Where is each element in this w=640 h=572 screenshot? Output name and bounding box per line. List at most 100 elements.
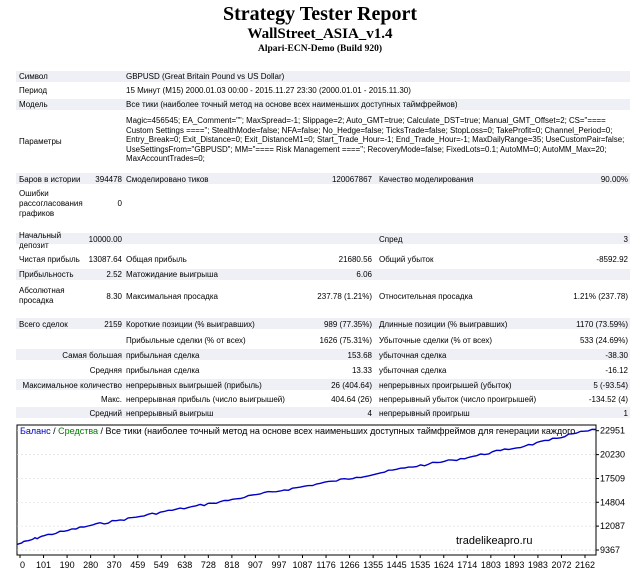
y-tick-label: 12087 (600, 521, 625, 531)
avg-cons-wins-label: непрерывный выигрыш (126, 409, 214, 418)
spread-label: Спред (379, 235, 403, 244)
period-value: 15 Минут (M15) 2000.01.03 00:00 - 2015.1… (126, 86, 411, 95)
average-label: Средняя (89, 366, 122, 375)
y-tick-label: 9367 (600, 545, 620, 555)
short-positions-label: Короткие позиции (% выигравших) (126, 320, 255, 329)
row-shade (16, 407, 630, 418)
deposit-label: Начальный депозит (19, 231, 62, 250)
profit-trades-value: 1626 (75.31%) (319, 336, 372, 345)
gross-profit-label: Общая прибыль (126, 255, 187, 264)
x-tick-label: 1445 (387, 560, 407, 570)
max-cons-profit-label: непрерывная прибыль (число выигрышей) (126, 395, 285, 404)
max-drawdown-value: 237.78 (1.21%) (317, 292, 372, 301)
y-tick-label: 14804 (600, 497, 625, 507)
avg-cons-losses-label: непрерывный проигрыш (379, 409, 470, 418)
avg-label: Средний (89, 409, 122, 418)
symbol-value: GBPUSD (Great Britain Pound vs US Dollar… (126, 72, 285, 81)
ticks-label: Смоделировано тиков (126, 175, 209, 184)
row-shade (16, 173, 630, 184)
max-cons-losses-value: 5 (-93.54) (593, 381, 628, 390)
average-loss-value: -16.12 (605, 366, 628, 375)
largest-label: Самая большая (62, 351, 122, 360)
period-label: Период (19, 86, 48, 95)
loss-trades-label: Убыточные сделки (% от всех) (379, 336, 493, 345)
x-tick-label: 997 (271, 560, 286, 570)
abs-drawdown-label: Абсолютная просадка (19, 286, 65, 305)
legend-equity: Средства (58, 426, 98, 436)
net-profit-value: 13087.64 (88, 255, 122, 264)
params-value: Magic=456545; EA_Comment=""; MaxSpread=-… (126, 116, 625, 163)
largest-loss-value: -38.30 (605, 351, 628, 360)
x-tick-label: 280 (83, 560, 98, 570)
legend-sep: / (51, 426, 59, 436)
row-shade (16, 71, 630, 82)
ticks-value: 120067867 (331, 175, 372, 184)
legend-model: Все тики (наиболее точный метод на основ… (106, 426, 576, 436)
avg-cons-losses-value: 1 (623, 409, 628, 418)
rel-drawdown-value: 1.21% (237.78) (573, 292, 628, 301)
profit-factor-label: Прибыльность (19, 270, 74, 279)
max-cons-profit-value: 404.64 (26) (331, 395, 372, 404)
bars-value: 394478 (95, 175, 122, 184)
x-axis-ticks: 0 101 190 280 370 459 549 638 728 818 907 997 1087 11… (19, 555, 595, 570)
x-tick-label: 459 (130, 560, 145, 570)
payoff-label: Матожидание выигрыша (126, 270, 218, 279)
x-tick-label: 818 (224, 560, 239, 570)
row-shade (16, 379, 630, 390)
largest-profit-label: прибыльная сделка (126, 351, 200, 360)
max-cons-losses-label: непрерывных проигрышей (убыток) (379, 381, 512, 390)
x-tick-label: 1355 (363, 560, 383, 570)
errors-value: 0 (117, 199, 122, 208)
x-tick-label: 1983 (528, 560, 548, 570)
model-label: Модель (19, 100, 48, 109)
abs-drawdown-value: 8.30 (106, 292, 122, 301)
balance-chart: Баланс / Средства / Все тики (наиболее т… (16, 424, 625, 570)
x-tick-label: 1714 (457, 560, 477, 570)
gross-loss-value: -8592.92 (596, 255, 628, 264)
watermark: tradelikeapro.ru (456, 535, 532, 547)
max-cons-wins-label: непрерывных выигрышей (прибыль) (126, 381, 262, 390)
loss-trades-value: 533 (24.69%) (579, 336, 628, 345)
y-axis-ticks: 9367 12087 14804 17509 20230 22951 (596, 426, 625, 555)
y-tick-label: 20230 (600, 450, 625, 460)
x-tick-label: 101 (36, 560, 51, 570)
max-label: Макс. (100, 395, 122, 404)
x-tick-label: 1624 (434, 560, 454, 570)
max-cons-loss-label: непрерывный убыток (число проигрышей) (379, 395, 537, 404)
row-shade (16, 233, 630, 244)
short-positions-value: 989 (77.35%) (323, 320, 372, 329)
x-tick-label: 549 (154, 560, 169, 570)
average-profit-value: 13.33 (351, 366, 372, 375)
average-profit-label: прибыльная сделка (126, 366, 200, 375)
largest-loss-label: убыточная сделка (379, 351, 447, 360)
long-positions-label: Длинные позиции (% выигравших) (379, 320, 508, 329)
x-tick-label: 728 (201, 560, 216, 570)
quality-label: Качество моделирования (379, 175, 474, 184)
row-shade (16, 99, 630, 110)
profit-trades-label: Прибыльные сделки (% от всех) (126, 336, 246, 345)
legend-text: Баланс / Средства / Все тики (наиболее т… (20, 426, 575, 436)
row-shade (16, 349, 630, 360)
gross-profit-value: 21680.56 (338, 255, 372, 264)
net-profit-label: Чистая прибыль (19, 255, 80, 264)
x-tick-label: 370 (107, 560, 122, 570)
model-value: Все тики (наиболее точный метод на основ… (126, 100, 458, 109)
errors-label: Ошибки рассогласования графиков (19, 189, 83, 218)
expert-name: WallStreet_ASIA_v1.4 (247, 26, 393, 42)
y-tick-label: 17509 (600, 474, 625, 484)
x-tick-label: 1266 (340, 560, 360, 570)
avg-cons-wins-value: 4 (367, 409, 372, 418)
max-cons-wins-value: 26 (404.64) (331, 381, 372, 390)
average-loss-label: убыточная сделка (379, 366, 447, 375)
chart-grid (17, 430, 596, 551)
legend-balance: Баланс (20, 426, 51, 436)
x-tick-label: 1535 (410, 560, 430, 570)
rel-drawdown-label: Относительная просадка (379, 292, 473, 301)
profit-factor-value: 2.52 (106, 270, 122, 279)
max-cons-loss-value: -134.52 (4) (588, 395, 628, 404)
max-drawdown-label: Максимальная просадка (126, 292, 218, 301)
legend-sep: / (98, 426, 106, 436)
payoff-value: 6.06 (356, 270, 372, 279)
report-title: Strategy Tester Report (222, 3, 418, 25)
x-tick-label: 0 (20, 560, 25, 570)
